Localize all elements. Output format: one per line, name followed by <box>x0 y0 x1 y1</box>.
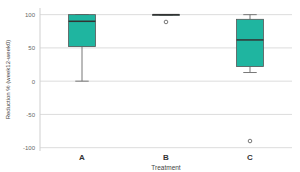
y-axis-line <box>40 8 41 151</box>
y-tick-label: 0 <box>32 79 36 85</box>
outlier <box>248 139 252 143</box>
grid-line <box>40 81 292 82</box>
y-tick-label: -100 <box>23 145 36 151</box>
y-tick-label: 100 <box>25 12 36 18</box>
x-tick-label: C <box>247 153 253 162</box>
y-axis-label: Reduction % (week12-week0) <box>5 40 11 120</box>
whisker-upper <box>250 15 251 20</box>
x-tick-label: A <box>79 153 85 162</box>
y-tick-label: 50 <box>28 45 35 51</box>
box <box>153 14 180 16</box>
x-axis-label: Treatment <box>151 164 181 171</box>
y-tick-label: -50 <box>26 112 35 118</box>
median-line <box>237 39 264 41</box>
whisker-lower <box>250 67 251 73</box>
boxes <box>69 15 264 143</box>
chart-svg: -100 -50 0 50 100 A B C Treatment Reduction % (we… <box>0 0 300 172</box>
whisker-cap-lower <box>243 72 256 73</box>
whisker-cap-upper <box>243 14 256 15</box>
whisker-lower <box>82 47 83 82</box>
whisker-cap-lower <box>75 81 88 82</box>
grid-line <box>40 147 292 148</box>
box <box>69 15 96 47</box>
median-line <box>153 14 180 16</box>
box <box>237 19 264 66</box>
x-tick-label: B <box>163 153 169 162</box>
median-line <box>69 21 96 23</box>
grid-line <box>40 114 292 115</box>
outlier <box>164 20 168 24</box>
chart-root: -100 -50 0 50 100 A B C Treatment Reduction % (we… <box>0 0 300 172</box>
